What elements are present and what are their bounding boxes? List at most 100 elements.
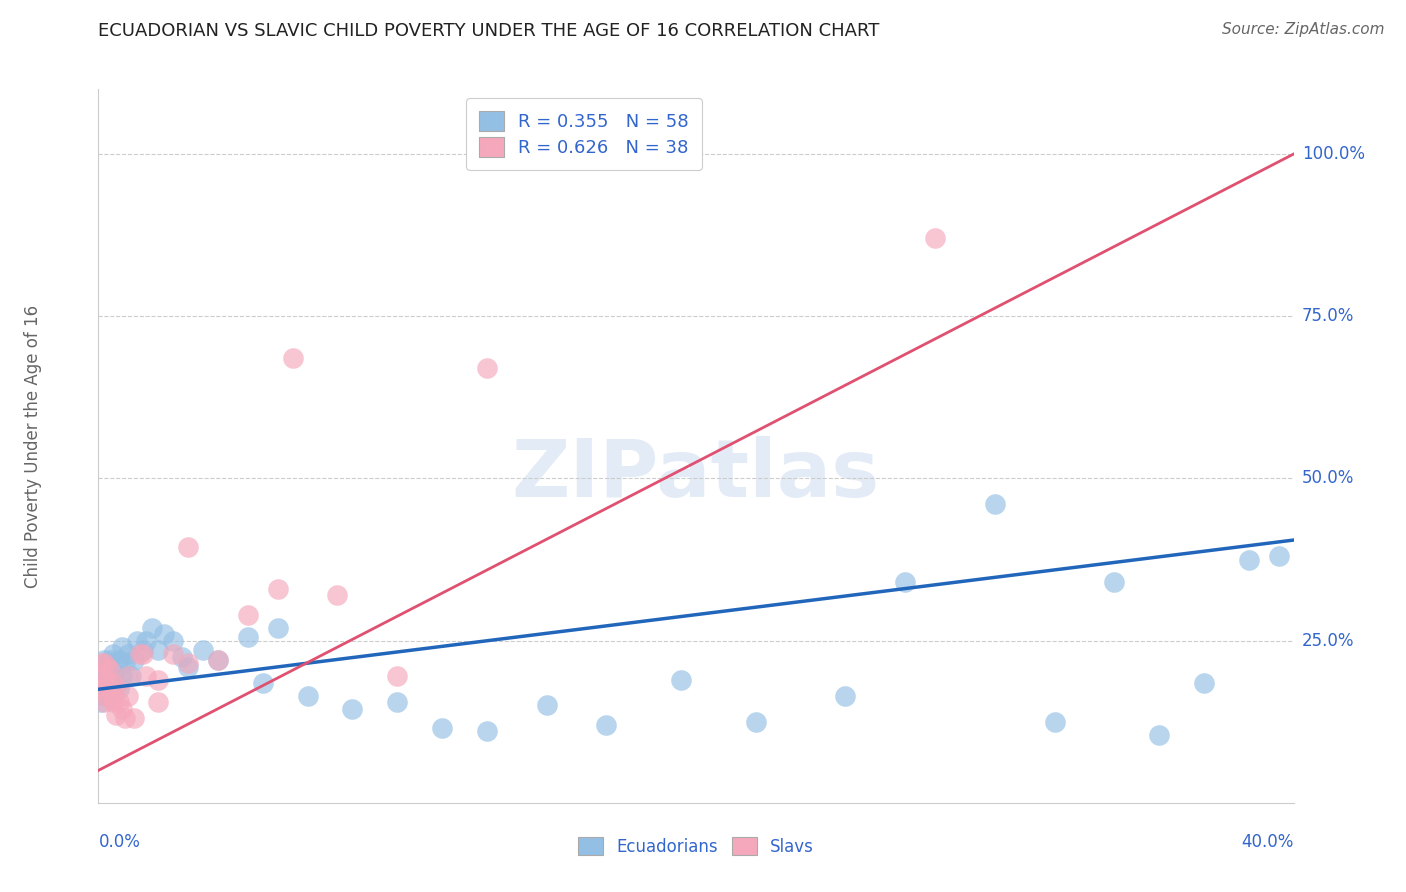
Point bbox=[93, 675, 115, 690]
Text: 75.0%: 75.0% bbox=[1302, 307, 1354, 326]
Point bbox=[105, 675, 128, 690]
Point bbox=[98, 669, 122, 683]
Point bbox=[475, 361, 498, 376]
Point bbox=[98, 682, 122, 697]
Point bbox=[90, 695, 112, 709]
Text: Child Poverty Under the Age of 16: Child Poverty Under the Age of 16 bbox=[24, 304, 42, 588]
Text: Source: ZipAtlas.com: Source: ZipAtlas.com bbox=[1222, 22, 1385, 37]
Point bbox=[108, 695, 131, 709]
Point bbox=[236, 607, 259, 622]
Point bbox=[93, 657, 115, 671]
Point bbox=[124, 711, 146, 725]
Point bbox=[127, 633, 149, 648]
Point bbox=[834, 689, 856, 703]
Text: 0.0%: 0.0% bbox=[98, 833, 141, 851]
Point bbox=[894, 575, 917, 590]
Point bbox=[111, 702, 134, 716]
Point bbox=[207, 653, 229, 667]
Point bbox=[1237, 552, 1260, 566]
Point bbox=[252, 675, 274, 690]
Point bbox=[153, 627, 176, 641]
Point bbox=[93, 695, 115, 709]
Point bbox=[475, 724, 498, 739]
Point bbox=[132, 643, 155, 657]
Point bbox=[191, 643, 214, 657]
Point bbox=[103, 647, 125, 661]
Point bbox=[93, 689, 115, 703]
Point bbox=[90, 682, 112, 697]
Point bbox=[93, 675, 115, 690]
Point bbox=[669, 673, 692, 687]
Point bbox=[342, 702, 364, 716]
Point bbox=[105, 708, 128, 723]
Point bbox=[120, 669, 142, 683]
Point bbox=[162, 633, 184, 648]
Point bbox=[98, 689, 122, 703]
Point bbox=[114, 657, 136, 671]
Point bbox=[117, 647, 139, 661]
Point bbox=[1147, 728, 1170, 742]
Point bbox=[105, 682, 128, 697]
Point bbox=[93, 653, 115, 667]
Text: 50.0%: 50.0% bbox=[1302, 469, 1354, 487]
Point bbox=[385, 695, 409, 709]
Point bbox=[177, 657, 200, 671]
Point bbox=[1192, 675, 1215, 690]
Point bbox=[983, 497, 1005, 511]
Point bbox=[132, 647, 155, 661]
Point bbox=[96, 673, 118, 687]
Point bbox=[177, 540, 200, 554]
Text: 40.0%: 40.0% bbox=[1241, 833, 1294, 851]
Point bbox=[108, 653, 131, 667]
Point bbox=[745, 714, 768, 729]
Point bbox=[148, 695, 170, 709]
Point bbox=[90, 657, 112, 671]
Point bbox=[96, 689, 118, 703]
Point bbox=[117, 689, 139, 703]
Point bbox=[111, 669, 134, 683]
Point bbox=[385, 669, 409, 683]
Text: 25.0%: 25.0% bbox=[1302, 632, 1354, 649]
Point bbox=[162, 647, 184, 661]
Point bbox=[96, 682, 118, 697]
Point bbox=[90, 666, 112, 681]
Point bbox=[430, 721, 453, 735]
Text: ECUADORIAN VS SLAVIC CHILD POVERTY UNDER THE AGE OF 16 CORRELATION CHART: ECUADORIAN VS SLAVIC CHILD POVERTY UNDER… bbox=[98, 22, 880, 40]
Point bbox=[236, 631, 259, 645]
Point bbox=[108, 682, 131, 697]
Point bbox=[103, 685, 125, 699]
Point bbox=[124, 653, 146, 667]
Point bbox=[90, 682, 112, 697]
Point bbox=[96, 669, 118, 683]
Point bbox=[135, 669, 157, 683]
Point bbox=[536, 698, 558, 713]
Point bbox=[98, 653, 122, 667]
Point bbox=[148, 673, 170, 687]
Point bbox=[117, 669, 139, 683]
Point bbox=[135, 633, 157, 648]
Point bbox=[924, 231, 946, 245]
Point bbox=[111, 640, 134, 654]
Point bbox=[267, 582, 290, 596]
Point bbox=[267, 621, 290, 635]
Point bbox=[141, 621, 163, 635]
Point bbox=[595, 718, 617, 732]
Point bbox=[103, 695, 125, 709]
Point bbox=[114, 711, 136, 725]
Point bbox=[1267, 549, 1289, 564]
Point bbox=[326, 588, 349, 602]
Point bbox=[207, 653, 229, 667]
Point bbox=[90, 669, 112, 683]
Point bbox=[281, 351, 304, 366]
Point bbox=[1043, 714, 1066, 729]
Point bbox=[103, 692, 125, 706]
Point bbox=[96, 657, 118, 671]
Point bbox=[103, 666, 125, 681]
Point bbox=[172, 649, 194, 664]
Point bbox=[177, 659, 200, 673]
Text: ZIPatlas: ZIPatlas bbox=[512, 435, 880, 514]
Point bbox=[129, 647, 152, 661]
Point bbox=[297, 689, 319, 703]
Point bbox=[1104, 575, 1126, 590]
Point bbox=[96, 659, 118, 673]
